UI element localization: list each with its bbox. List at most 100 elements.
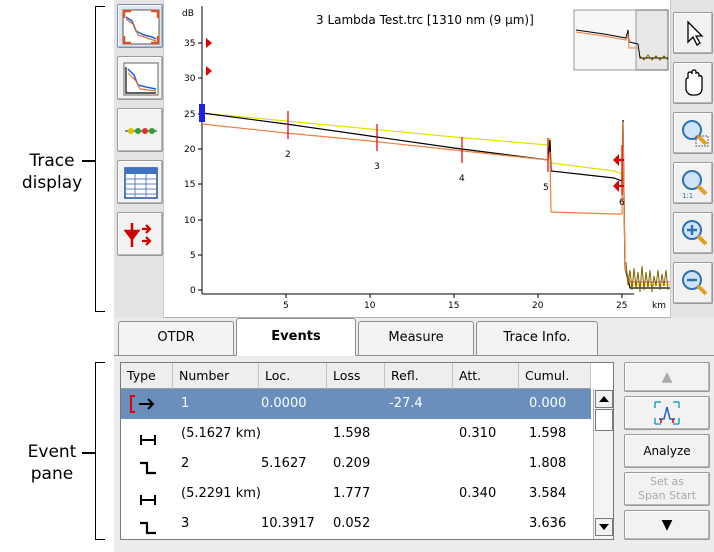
x-tick-label: 5	[283, 301, 289, 311]
event-location: 10.3917	[261, 516, 315, 531]
table-row[interactable]: (5.1627 km) 1.598 0.310 1.598	[121, 419, 591, 449]
set-span-start-button[interactable]: Set as Span Start	[624, 472, 710, 506]
span-length: (5.2291 km)	[181, 486, 261, 501]
zoom-area-button[interactable]	[673, 112, 713, 154]
full-view-button[interactable]	[117, 4, 163, 48]
table-row[interactable]: 1 0.0000 -27.4 0.000	[121, 389, 591, 419]
y-tick-label: 10	[184, 216, 196, 226]
trace-display-callout: Trace display	[21, 151, 83, 193]
zoom-in-icon	[682, 220, 708, 246]
zoom-out-icon	[682, 270, 708, 296]
event-loss: 0.052	[333, 516, 371, 531]
event-pane-callout: Event pane	[27, 442, 77, 484]
span-start-cursor[interactable]	[199, 104, 205, 122]
trace-noise	[625, 261, 669, 293]
left-toolbar	[114, 0, 164, 318]
y-tick-label: 25	[184, 110, 195, 120]
tab-measure[interactable]: Measure	[358, 321, 474, 355]
trace-display-bracket	[95, 6, 105, 312]
span-icon	[139, 488, 157, 518]
tab-otdr[interactable]: OTDR	[118, 321, 234, 355]
trace-black	[201, 112, 670, 289]
column-header-cumul[interactable]: Cumul.	[519, 363, 591, 389]
trace-plot[interactable]: dB 0 5 10 15 20 25 30 35 5 10 15 20 25 k…	[164, 0, 670, 318]
event-cumulative: 3.636	[529, 516, 567, 531]
event-loss: 0.209	[333, 456, 371, 471]
x-tick-label: 15	[448, 301, 459, 311]
trace-graph[interactable]: dB 0 5 10 15 20 25 30 35 5 10 15 20 25 k…	[164, 0, 670, 318]
y-axis: dB 0 5 10 15 20 25 30 35	[182, 9, 202, 296]
column-header-number[interactable]: Number	[173, 363, 259, 389]
x-tick-label: 25	[616, 301, 627, 311]
span-end-marker	[613, 180, 619, 192]
y-tick-label: 5	[190, 251, 196, 261]
y-unit-label: dB	[182, 9, 194, 19]
trace-zoom-icon	[123, 62, 159, 96]
event-number: 2	[181, 456, 190, 471]
event-marker-label: 5	[543, 183, 549, 193]
zoom-1to1-icon: 1:1	[682, 170, 708, 200]
table-scrollbar[interactable]	[593, 389, 613, 539]
tab-trace-info[interactable]: Trace Info.	[476, 321, 598, 355]
event-markers: 2 3 4 5 6	[285, 111, 625, 208]
zoom-in-button[interactable]	[673, 212, 713, 254]
event-cumulative: 1.598	[529, 426, 567, 441]
table-header: Type Number Loc. Loss Refl. Att. Cumul.	[121, 363, 591, 389]
zoom-out-button[interactable]	[673, 262, 713, 304]
event-markers-button[interactable]	[117, 108, 163, 152]
tab-strip: OTDR Events Measure Trace Info.	[114, 318, 714, 356]
event-cumulative: 0.000	[529, 396, 567, 411]
tab-events[interactable]: Events	[236, 318, 356, 356]
event-marker-label: 6	[619, 198, 625, 208]
scroll-down-button[interactable]	[595, 518, 613, 536]
event-attenuation: 0.340	[459, 486, 497, 501]
column-header-loss[interactable]: Loss	[327, 363, 385, 389]
fit-icon	[654, 401, 680, 425]
span-end-marker	[613, 154, 619, 166]
column-header-att[interactable]: Att.	[453, 363, 519, 389]
previous-event-button[interactable]: ▲	[624, 362, 710, 392]
event-markers-icon	[125, 128, 157, 134]
trace-yellow	[201, 112, 670, 286]
y-tick-label: 0	[190, 286, 196, 296]
zoom-1to1-button[interactable]: 1:1	[673, 162, 713, 204]
analyze-button[interactable]: Analyze	[624, 434, 710, 468]
event-location: 5.1627	[261, 456, 307, 471]
table-view-button[interactable]	[117, 160, 163, 204]
next-event-button[interactable]: ▼	[624, 510, 710, 540]
x-tick-label: 20	[532, 301, 544, 311]
overview-thumbnail[interactable]	[573, 9, 669, 71]
table-row[interactable]: 2 5.1627 0.209 1.808	[121, 449, 591, 479]
scroll-thumb[interactable]	[595, 409, 613, 431]
scroll-up-button[interactable]	[595, 390, 613, 408]
graph-title: 3 Lambda Test.trc [1310 nm (9 µm)]	[316, 13, 534, 27]
event-tool-button[interactable]	[117, 212, 163, 256]
trace-display-connector	[82, 160, 96, 162]
event-tool-icon	[123, 223, 152, 247]
column-header-type[interactable]: Type	[121, 363, 173, 389]
column-header-loc[interactable]: Loc.	[259, 363, 327, 389]
trace-zoom-button[interactable]	[117, 56, 163, 100]
span-icon	[139, 428, 157, 458]
x-tick-label: 10	[364, 301, 376, 311]
pointer-icon	[687, 20, 704, 46]
event-location: 0.0000	[261, 396, 307, 411]
y-tick-label: 30	[184, 74, 196, 84]
scroll-down-icon	[599, 524, 609, 530]
event-cumulative: 3.584	[529, 486, 567, 501]
event-table[interactable]: Type Number Loc. Loss Refl. Att. Cumul. …	[120, 362, 614, 540]
x-unit-label: km	[652, 301, 666, 311]
table-row[interactable]: 3 10.3917 0.052 3.636	[121, 509, 591, 539]
span-length: (5.1627 km)	[181, 426, 261, 441]
threshold-marker	[206, 38, 212, 48]
column-header-refl[interactable]: Refl.	[385, 363, 453, 389]
launch-icon	[127, 394, 161, 424]
table-row[interactable]: (5.2291 km) 1.777 0.340 3.584	[121, 479, 591, 509]
pan-button[interactable]	[673, 62, 713, 104]
event-pane-connector	[82, 452, 96, 454]
fit-event-button[interactable]	[624, 396, 710, 430]
full-view-icon	[122, 9, 160, 45]
pointer-button[interactable]	[673, 12, 713, 54]
x-axis: 5 10 15 20 25 km	[283, 294, 666, 311]
table-view-icon	[124, 167, 158, 199]
